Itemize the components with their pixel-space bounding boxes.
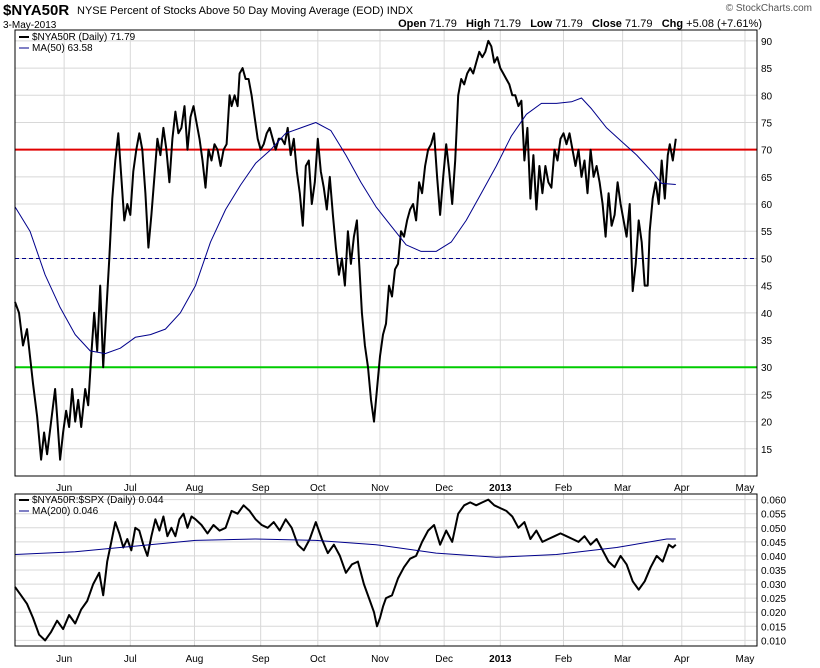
ratio-month-label: Aug [186,654,204,665]
main-y-tick-label: 75 [761,118,773,129]
ratio-y-tick-label: 0.045 [761,538,786,549]
main-legend-entry-0: $NYA50R (Daily) 71.79 [32,32,136,43]
main-month-label: 2013 [489,483,512,494]
ratio-y-tick-label: 0.035 [761,566,786,577]
ratio-month-label: Sep [252,654,270,665]
main-y-tick-label: 15 [761,445,773,456]
open-label: Open [398,18,427,30]
main-month-label: Oct [310,483,326,494]
main-series-0 [14,39,677,461]
main-y-tick-label: 80 [761,91,773,102]
main-month-label: Dec [435,483,453,494]
main-y-tick-label: 55 [761,227,773,238]
ratio-month-label: Jul [124,654,137,665]
main-y-tick-label: 90 [761,37,773,48]
ratio-month-label: Dec [435,654,453,665]
main-month-label: Aug [186,483,204,494]
ratio-y-tick-label: 0.055 [761,510,786,521]
main-month-label: Jun [56,483,72,494]
main-month-label: Sep [252,483,270,494]
main-legend-entry-1: MA(50) 63.58 [32,43,93,54]
ratio-month-label: Apr [674,654,690,665]
chg-label: Chg [661,18,684,30]
low-label: Low [530,18,553,30]
main-month-label: Nov [371,483,389,494]
main-y-tick-label: 70 [761,146,773,157]
brand-watermark: © StockCharts.com [725,3,812,14]
main-month-label: Mar [614,483,632,494]
main-y-tick-label: 40 [761,309,773,320]
chart-description: NYSE Percent of Stocks Above 50 Day Movi… [77,5,414,17]
low-value: 71.79 [555,18,583,30]
open-value: 71.79 [429,18,457,30]
main-y-tick-label: 60 [761,200,773,211]
main-month-label: Feb [555,483,573,494]
main-y-tick-label: 35 [761,336,773,347]
ratio-y-tick-label: 0.010 [761,636,786,647]
main-y-tick-label: 30 [761,363,773,374]
ratio-month-label: Jun [56,654,72,665]
ratio-y-tick-label: 0.025 [761,594,786,605]
main-y-tick-label: 65 [761,173,773,184]
high-value: 71.79 [493,18,522,30]
close-value: 71.79 [625,18,653,30]
main-month-label: Jul [124,483,137,494]
ratio-month-label: Mar [614,654,632,665]
close-label: Close [591,18,622,30]
ratio-month-label: May [736,654,755,665]
main-y-tick-label: 45 [761,282,773,293]
ratio-series-0 [14,498,677,642]
ratio-month-label: Nov [371,654,389,665]
ratio-y-tick-label: 0.050 [761,524,786,535]
chart-date: 3-May-2013 [3,20,57,31]
ratio-plot-frame [14,493,758,647]
main-y-tick-label: 50 [761,254,773,265]
ratio-y-tick-label: 0.015 [761,622,786,633]
quote-summary: Open 71.79 High 71.79 Low 71.79 Close 71… [398,18,762,30]
chart-symbol: $NYA50R [3,2,70,19]
ratio-legend-entry-1: MA(200) 0.046 [32,506,99,517]
ratio-y-tick-label: 0.060 [761,496,786,507]
main-y-tick-label: 85 [761,64,773,75]
main-y-tick-label: 25 [761,390,773,401]
main-month-label: May [736,483,755,494]
main-month-label: Apr [674,483,690,494]
ratio-y-tick-label: 0.030 [761,580,786,591]
main-plot-frame [14,29,758,477]
ratio-month-label: 2013 [489,654,512,665]
main-y-tick-label: 20 [761,418,773,429]
ratio-y-tick-label: 0.040 [761,552,786,563]
ratio-month-label: Feb [555,654,573,665]
main-series-1 [14,97,676,355]
ratio-series-1 [14,538,676,558]
high-label: High [465,18,491,30]
chg-value: +5.08 (+7.61%) [686,18,762,30]
ratio-y-tick-label: 0.020 [761,608,786,619]
ratio-month-label: Oct [310,654,326,665]
ratio-legend-entry-0: $NYA50R:$SPX (Daily) 0.044 [32,495,164,506]
